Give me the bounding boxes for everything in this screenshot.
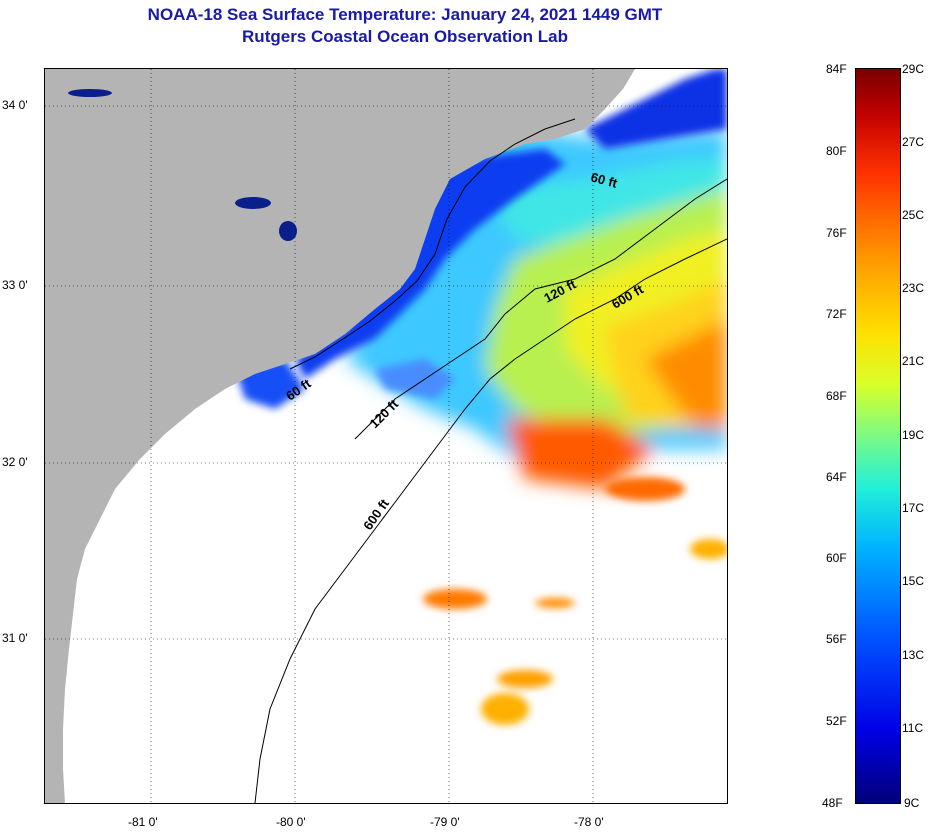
cb-c-13: 13C	[902, 648, 925, 662]
cb-f-56: 56F	[826, 632, 847, 646]
inland-water	[68, 89, 297, 241]
cb-f-68: 68F	[826, 389, 847, 403]
map-subtitle: Rutgers Coastal Ocean Observation Lab	[242, 27, 568, 46]
lon-tick-79: -79 0'	[430, 815, 460, 829]
temperature-colorbar	[855, 68, 901, 804]
cb-f-76: 76F	[826, 226, 847, 240]
cb-c-25: 25C	[902, 208, 925, 222]
sst-map-graphic: 60 ft 120 ft 600 ft 60 ft 120 ft 600 ft	[45, 69, 727, 803]
cb-f-60: 60F	[826, 551, 847, 565]
lat-tick-33: 33 0'	[2, 278, 28, 292]
warm-patches	[423, 477, 727, 725]
cb-c-15: 15C	[902, 574, 925, 588]
cb-c-9: 9C	[904, 796, 920, 810]
cb-c-19: 19C	[902, 428, 925, 442]
map-title: NOAA-18 Sea Surface Temperature: January…	[147, 5, 663, 24]
sst-map: 60 ft 120 ft 600 ft 60 ft 120 ft 600 ft	[44, 68, 728, 804]
cb-c-23: 23C	[902, 281, 925, 295]
cb-f-48: 48F	[822, 796, 843, 810]
cb-f-72: 72F	[826, 307, 847, 321]
depth-contours	[254, 118, 727, 803]
lon-tick-78: -78 0'	[574, 815, 604, 829]
lat-tick-31: 31 0'	[2, 631, 28, 645]
cb-c-29: 29C	[902, 62, 925, 76]
lat-tick-34: 34 0'	[2, 98, 28, 112]
lon-tick-80: -80 0'	[276, 815, 306, 829]
cb-c-11: 11C	[902, 721, 924, 735]
cb-f-80: 80F	[826, 144, 847, 158]
cb-f-52: 52F	[826, 714, 847, 728]
land-mass	[45, 69, 635, 803]
cb-c-21: 21C	[902, 354, 925, 368]
graticule	[45, 69, 727, 803]
cb-c-17: 17C	[902, 501, 925, 515]
cb-f-84: 84F	[826, 62, 847, 76]
cb-f-64: 64F	[826, 470, 847, 484]
cb-c-27: 27C	[902, 135, 925, 149]
cold-nearshore	[235, 69, 727, 409]
lon-tick-81: -81 0'	[128, 815, 158, 829]
contour-label-60ft-north: 60 ft	[589, 169, 619, 191]
lat-tick-32: 32 0'	[2, 455, 28, 469]
